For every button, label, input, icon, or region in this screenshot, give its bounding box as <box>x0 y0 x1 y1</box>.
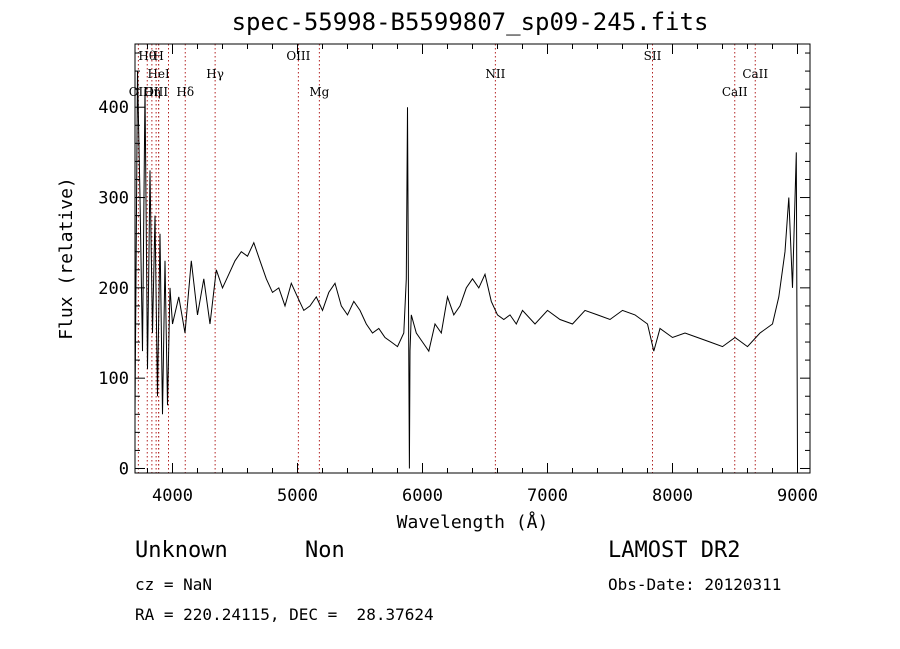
x-tick-label: 8000 <box>652 486 693 506</box>
x-tick-label: 7000 <box>527 486 568 506</box>
y-axis-label: Flux (relative) <box>56 177 77 340</box>
spectral-line-label: SII <box>644 49 662 63</box>
redshift-label: cz = NaN <box>135 575 213 594</box>
spectral-line-label: Mg <box>309 85 329 99</box>
spectral-line-label: OIII <box>144 85 168 99</box>
y-tick-label: 200 <box>98 279 129 299</box>
y-tick-label: 300 <box>98 189 129 209</box>
y-tick-label: 400 <box>98 98 129 118</box>
spectral-line-label: OII <box>129 85 149 99</box>
coordinates-label: RA = 220.24115, DEC = 28.37624 <box>135 605 434 624</box>
obs-date-label: Obs-Date: 20120311 <box>608 575 782 594</box>
x-axis-label: Wavelength (Å) <box>397 511 549 533</box>
x-tick-label: 9000 <box>777 486 818 506</box>
spectral-line-label: CaII <box>742 67 768 81</box>
spectral-line-label: OIII <box>286 49 310 63</box>
spectral-line-label: CaII <box>722 85 748 99</box>
chart-title: spec-55998-B5599807_sp09-245.fits <box>231 8 709 36</box>
spectrum-series-line <box>134 71 798 469</box>
y-tick-label: 0 <box>119 459 129 479</box>
object-class: Unknown <box>135 538 228 563</box>
spectral-line-label: HeI <box>147 67 170 81</box>
object-subclass: Non <box>305 538 345 563</box>
survey-label: LAMOST DR2 <box>608 538 741 563</box>
x-tick-label: 5000 <box>277 486 318 506</box>
x-tick-label: 6000 <box>402 486 443 506</box>
y-tick-label: 100 <box>98 369 129 389</box>
spectral-line-label: NII <box>485 67 505 81</box>
spectral-line-label: Hδ <box>176 85 194 99</box>
spectral-line-label: Hγ <box>206 67 224 81</box>
x-tick-label: 4000 <box>152 486 193 506</box>
